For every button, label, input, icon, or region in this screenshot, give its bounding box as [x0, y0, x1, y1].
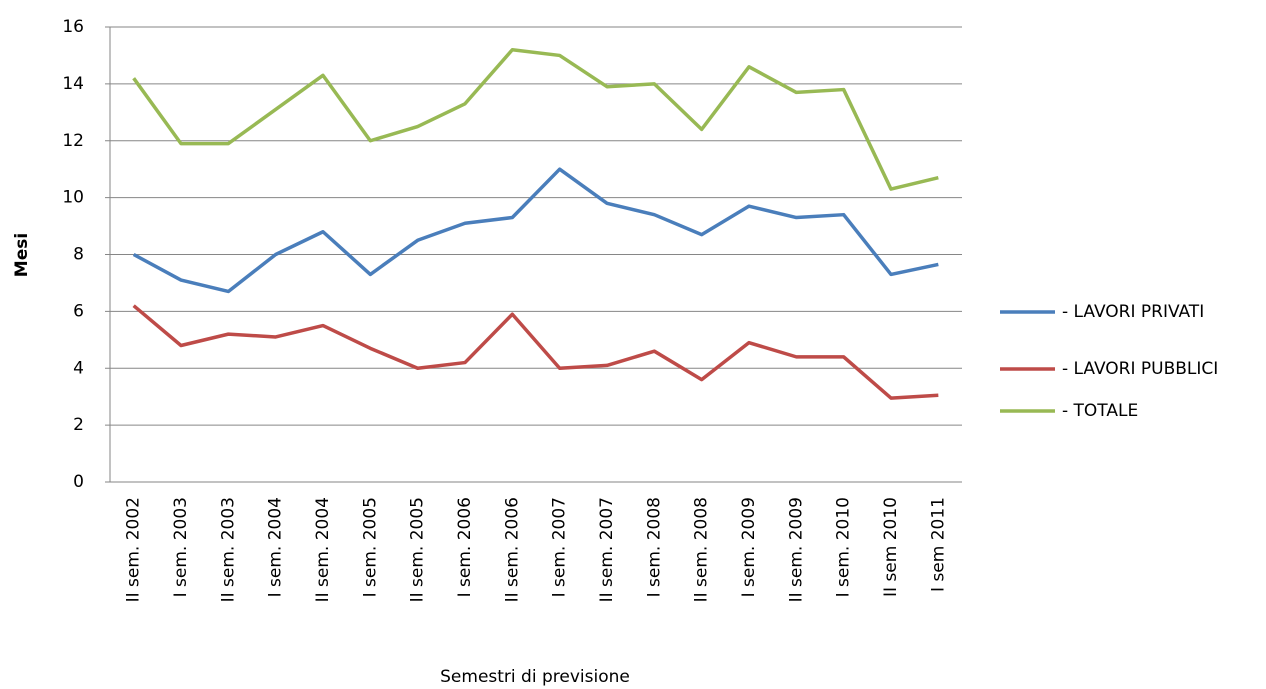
x-tick-label: I sem. 2005	[360, 497, 380, 597]
line-series	[132, 167, 939, 294]
x-tick-label: II sem. 2003	[218, 497, 238, 602]
x-tick-label: II sem. 2009	[786, 497, 806, 602]
x-tick-label: II sem. 2002	[124, 497, 144, 602]
x-tick-label: I sem. 2008	[644, 497, 664, 597]
y-tick-label: 10	[62, 188, 84, 208]
x-tick-label: II sem. 2005	[408, 497, 428, 602]
line-series	[132, 304, 939, 400]
legend-label: - LAVORI PRIVATI	[1062, 302, 1204, 322]
x-tick-label: I sem. 2009	[739, 497, 759, 597]
y-tick-label: 14	[62, 74, 84, 94]
x-tick-label: I sem 2011	[928, 497, 948, 592]
y-tick-label: 8	[73, 245, 84, 265]
y-tick-label: 4	[73, 358, 84, 378]
x-tick-label: II sem. 2004	[313, 497, 333, 602]
y-axis-title: Mesi	[12, 233, 32, 277]
x-tick-label: II sem. 2008	[692, 497, 712, 602]
x-tick-label: I sem. 2003	[171, 497, 191, 597]
x-tick-label: II sem. 2006	[502, 497, 522, 602]
x-tick-label: I sem. 2004	[266, 497, 286, 597]
x-tick-label: I sem. 2007	[550, 497, 570, 597]
x-tick-label: II sem. 2007	[597, 497, 617, 602]
legend-label: - TOTALE	[1062, 401, 1138, 421]
x-tick-label: I sem. 2010	[834, 497, 854, 597]
line-series	[132, 48, 939, 191]
y-tick-label: 0	[73, 472, 84, 492]
x-tick-label: I sem. 2006	[455, 497, 475, 597]
legend-label: - LAVORI PUBBLICI	[1062, 359, 1218, 379]
y-tick-label: 16	[62, 17, 84, 37]
y-tick-label: 2	[73, 415, 84, 435]
x-tick-label: II sem 2010	[881, 497, 901, 597]
y-tick-label: 6	[73, 301, 84, 321]
y-tick-label: 12	[62, 131, 84, 151]
x-axis-title: Semestri di previsione	[440, 667, 630, 687]
